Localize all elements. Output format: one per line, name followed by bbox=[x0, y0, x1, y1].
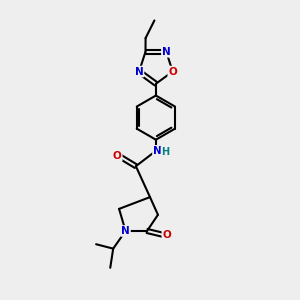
Text: H: H bbox=[161, 147, 170, 158]
Text: N: N bbox=[162, 47, 171, 57]
Text: O: O bbox=[113, 151, 122, 161]
Text: N: N bbox=[153, 146, 162, 156]
Text: O: O bbox=[162, 230, 171, 240]
Text: O: O bbox=[168, 67, 177, 76]
Text: N: N bbox=[121, 226, 130, 236]
Text: N: N bbox=[135, 67, 143, 76]
